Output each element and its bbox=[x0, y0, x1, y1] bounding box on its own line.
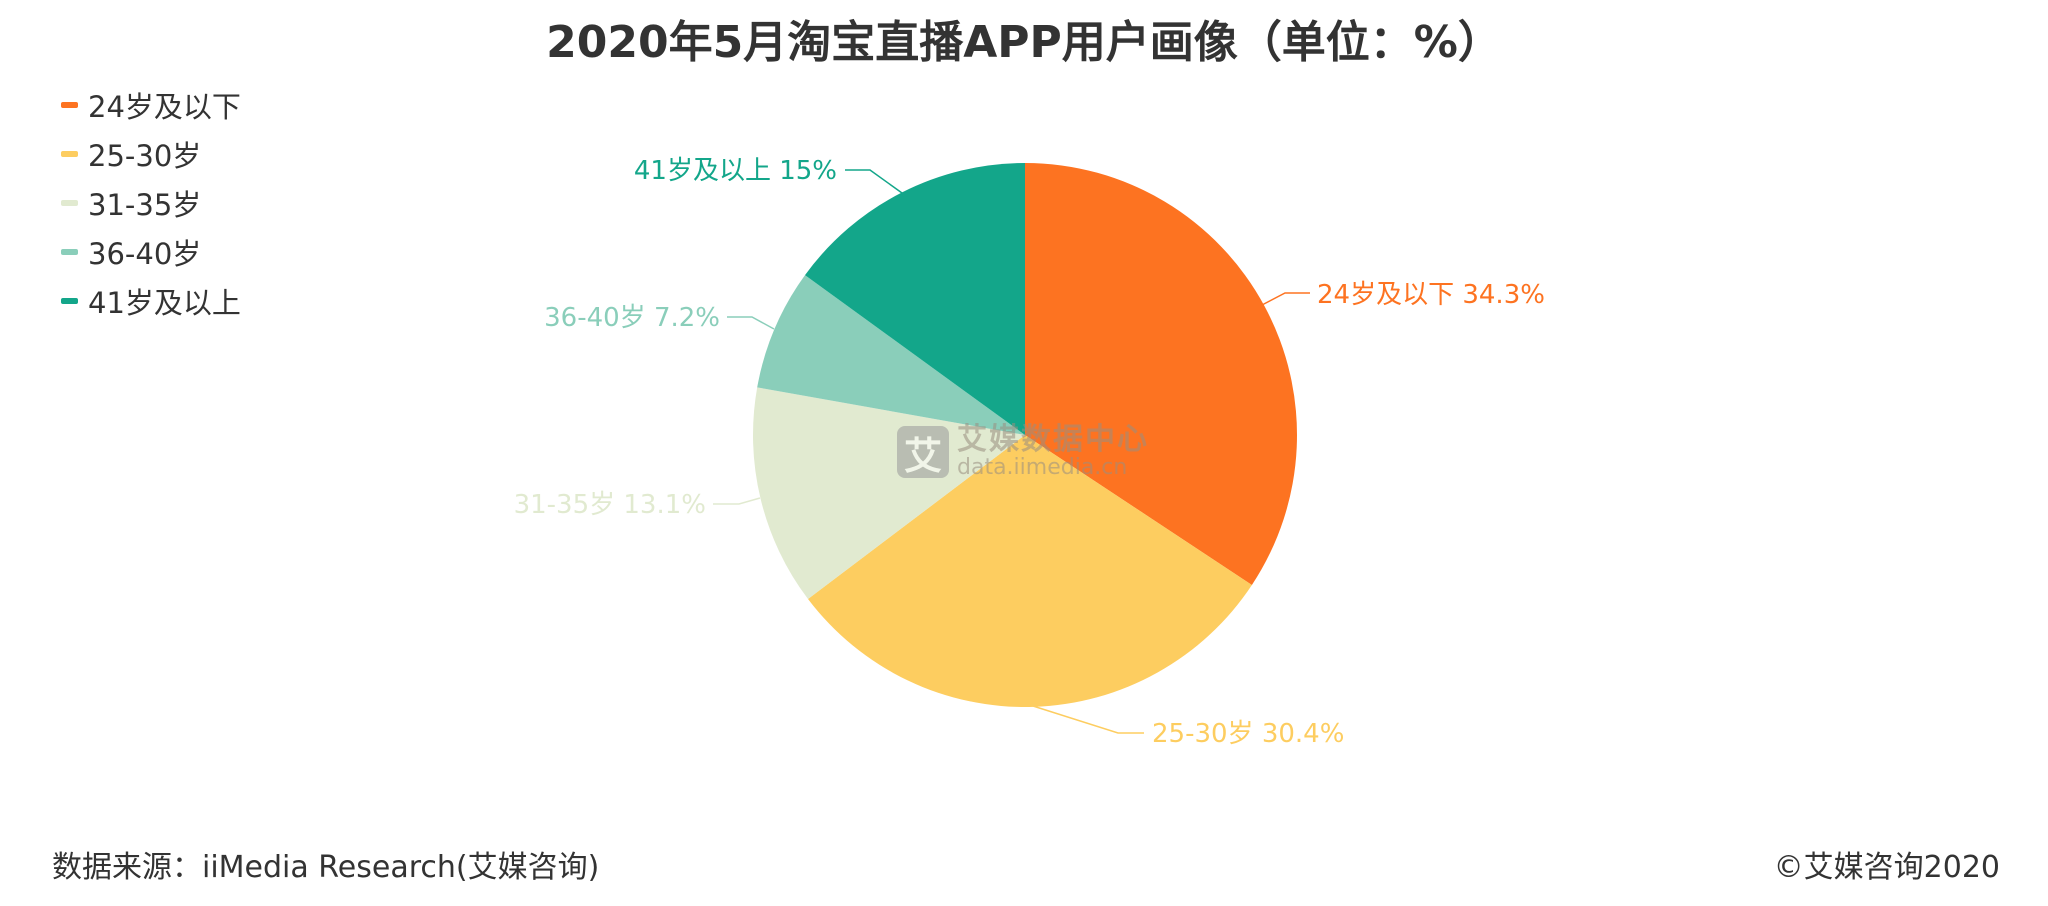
data-source: 数据来源：iiMedia Research(艾媒咨询) bbox=[52, 850, 600, 885]
slice-label-25-30: 25-30岁 30.4% bbox=[1152, 719, 1344, 749]
slice-label-24-under: 24岁及以下 34.3% bbox=[1317, 280, 1545, 310]
slice-label-31-35: 31-35岁 13.1% bbox=[514, 490, 706, 520]
leader-line-25-30 bbox=[1032, 705, 1144, 734]
legend-swatch-icon bbox=[61, 248, 78, 255]
legend-swatch-icon bbox=[61, 150, 78, 157]
legend-item-25-30[interactable]: 25-30岁 bbox=[61, 129, 241, 178]
pie-slice-25-30[interactable] bbox=[808, 435, 1252, 708]
slice-label-41-over: 41岁及以上 15% bbox=[634, 156, 837, 186]
legend-label: 36-40岁 bbox=[88, 236, 202, 271]
legend-item-36-40[interactable]: 36-40岁 bbox=[61, 227, 241, 276]
leader-line-24-under bbox=[1261, 292, 1310, 306]
chart-title: 2020年5月淘宝直播APP用户画像（单位：%） bbox=[546, 17, 1502, 68]
iimedia-logo-icon: 艾 bbox=[897, 426, 949, 478]
legend-item-24-under[interactable]: 24岁及以下 bbox=[61, 80, 241, 129]
legend: 24岁及以下 25-30岁 31-35岁 36-40岁 41岁及以上 bbox=[61, 80, 241, 325]
leader-line-36-40 bbox=[727, 316, 775, 330]
leader-line-41-over bbox=[845, 169, 903, 194]
watermark: 艾 艾媒数据中心 data.iimedia.cn bbox=[897, 425, 1149, 479]
legend-swatch-icon bbox=[61, 297, 78, 304]
legend-label: 41岁及以上 bbox=[88, 285, 241, 320]
leader-line-31-35 bbox=[713, 497, 761, 505]
watermark-url: data.iimedia.cn bbox=[957, 455, 1128, 480]
pie-slice-24-under[interactable] bbox=[1025, 163, 1297, 585]
legend-label: 25-30岁 bbox=[88, 138, 202, 173]
watermark-name: 艾媒数据中心 bbox=[957, 422, 1149, 457]
slice-label-36-40: 36-40岁 7.2% bbox=[544, 303, 720, 333]
pie-slice-31-35[interactable] bbox=[753, 387, 1025, 599]
legend-label: 31-35岁 bbox=[88, 187, 202, 222]
legend-item-31-35[interactable]: 31-35岁 bbox=[61, 178, 241, 227]
pie-slice-41-over[interactable] bbox=[805, 163, 1025, 435]
legend-item-41-over[interactable]: 41岁及以上 bbox=[61, 276, 241, 325]
copyright: ©艾媒咨询2020 bbox=[1773, 850, 2000, 885]
legend-swatch-icon bbox=[61, 101, 78, 108]
legend-label: 24岁及以下 bbox=[88, 89, 241, 124]
pie-slice-36-40[interactable] bbox=[757, 275, 1025, 435]
legend-swatch-icon bbox=[61, 199, 78, 206]
